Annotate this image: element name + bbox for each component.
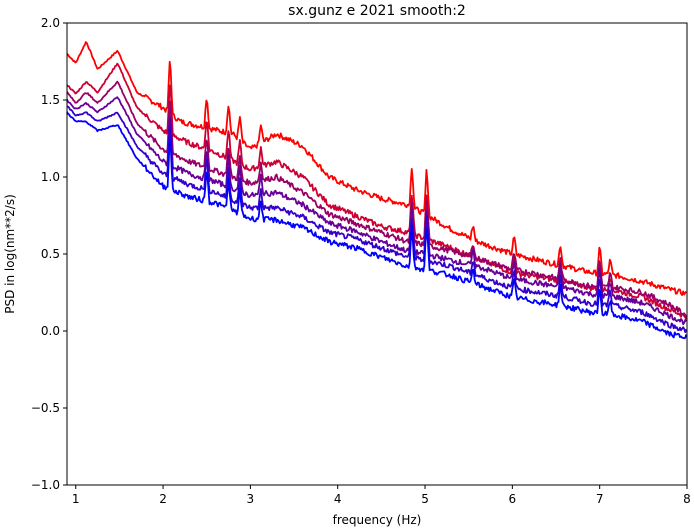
series-line — [66, 80, 688, 318]
y-tick-label: 1.5 — [41, 93, 60, 107]
x-axis-label: frequency (Hz) — [333, 513, 422, 527]
series-line — [66, 105, 688, 334]
y-tick-label: −1.0 — [31, 478, 60, 492]
y-tick-label: 2.0 — [41, 16, 60, 30]
y-tick-label: 0.5 — [41, 247, 60, 261]
series-line — [66, 111, 688, 340]
y-axis: −1.0 −0.5 0.0 0.5 1.0 1.5 2.0 — [31, 16, 67, 492]
series-line — [66, 41, 687, 297]
x-tick-label: 7 — [596, 492, 604, 506]
series-line — [66, 62, 688, 320]
x-tick-label: 3 — [247, 492, 255, 506]
series-line — [66, 96, 688, 326]
series-group — [66, 41, 688, 340]
x-tick-label: 5 — [421, 492, 429, 506]
x-tick-label: 1 — [72, 492, 80, 506]
x-axis: 1 2 3 4 5 6 7 8 — [72, 485, 691, 506]
y-tick-label: −0.5 — [31, 401, 60, 415]
x-tick-label: 8 — [683, 492, 691, 506]
y-tick-label: 0.0 — [41, 324, 60, 338]
x-tick-label: 6 — [509, 492, 517, 506]
y-tick-label: 1.0 — [41, 170, 60, 184]
y-axis-label: PSD in log(nm**2/s) — [3, 194, 17, 314]
x-tick-label: 4 — [334, 492, 342, 506]
x-tick-label: 2 — [159, 492, 167, 506]
chart-title: sx.gunz e 2021 smooth:2 — [288, 3, 466, 19]
